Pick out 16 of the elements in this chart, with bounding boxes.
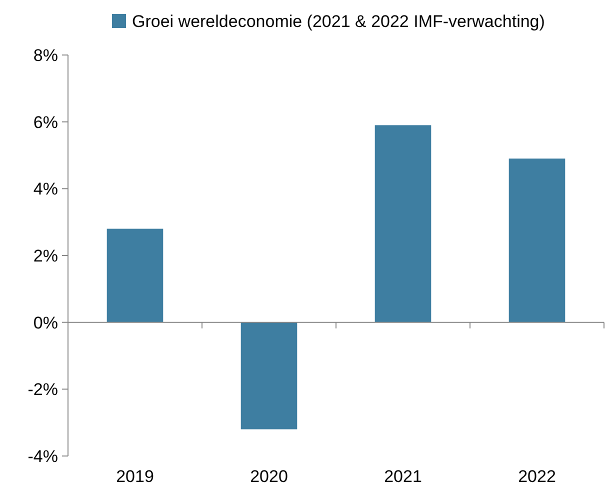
y-tick-label: 6%: [33, 112, 58, 132]
bar: [374, 125, 432, 322]
y-tick-label: -2%: [28, 380, 58, 400]
legend-label: Groei wereldeconomie (2021 & 2022 IMF-verwachting): [132, 12, 545, 31]
bar: [508, 158, 566, 322]
y-tick-label: 8%: [33, 46, 58, 65]
x-tick-label: 2021: [384, 467, 422, 486]
x-tick-label: 2020: [250, 467, 288, 486]
y-tick-label: -4%: [28, 446, 58, 466]
y-tick-label: 0%: [33, 313, 58, 332]
x-tick-label: 2019: [116, 467, 154, 486]
y-tick-label: 4%: [33, 180, 58, 199]
bar: [106, 228, 164, 322]
x-tick-label: 2022: [518, 467, 556, 486]
y-tick-label: 2%: [33, 246, 58, 266]
bar: [240, 322, 298, 430]
